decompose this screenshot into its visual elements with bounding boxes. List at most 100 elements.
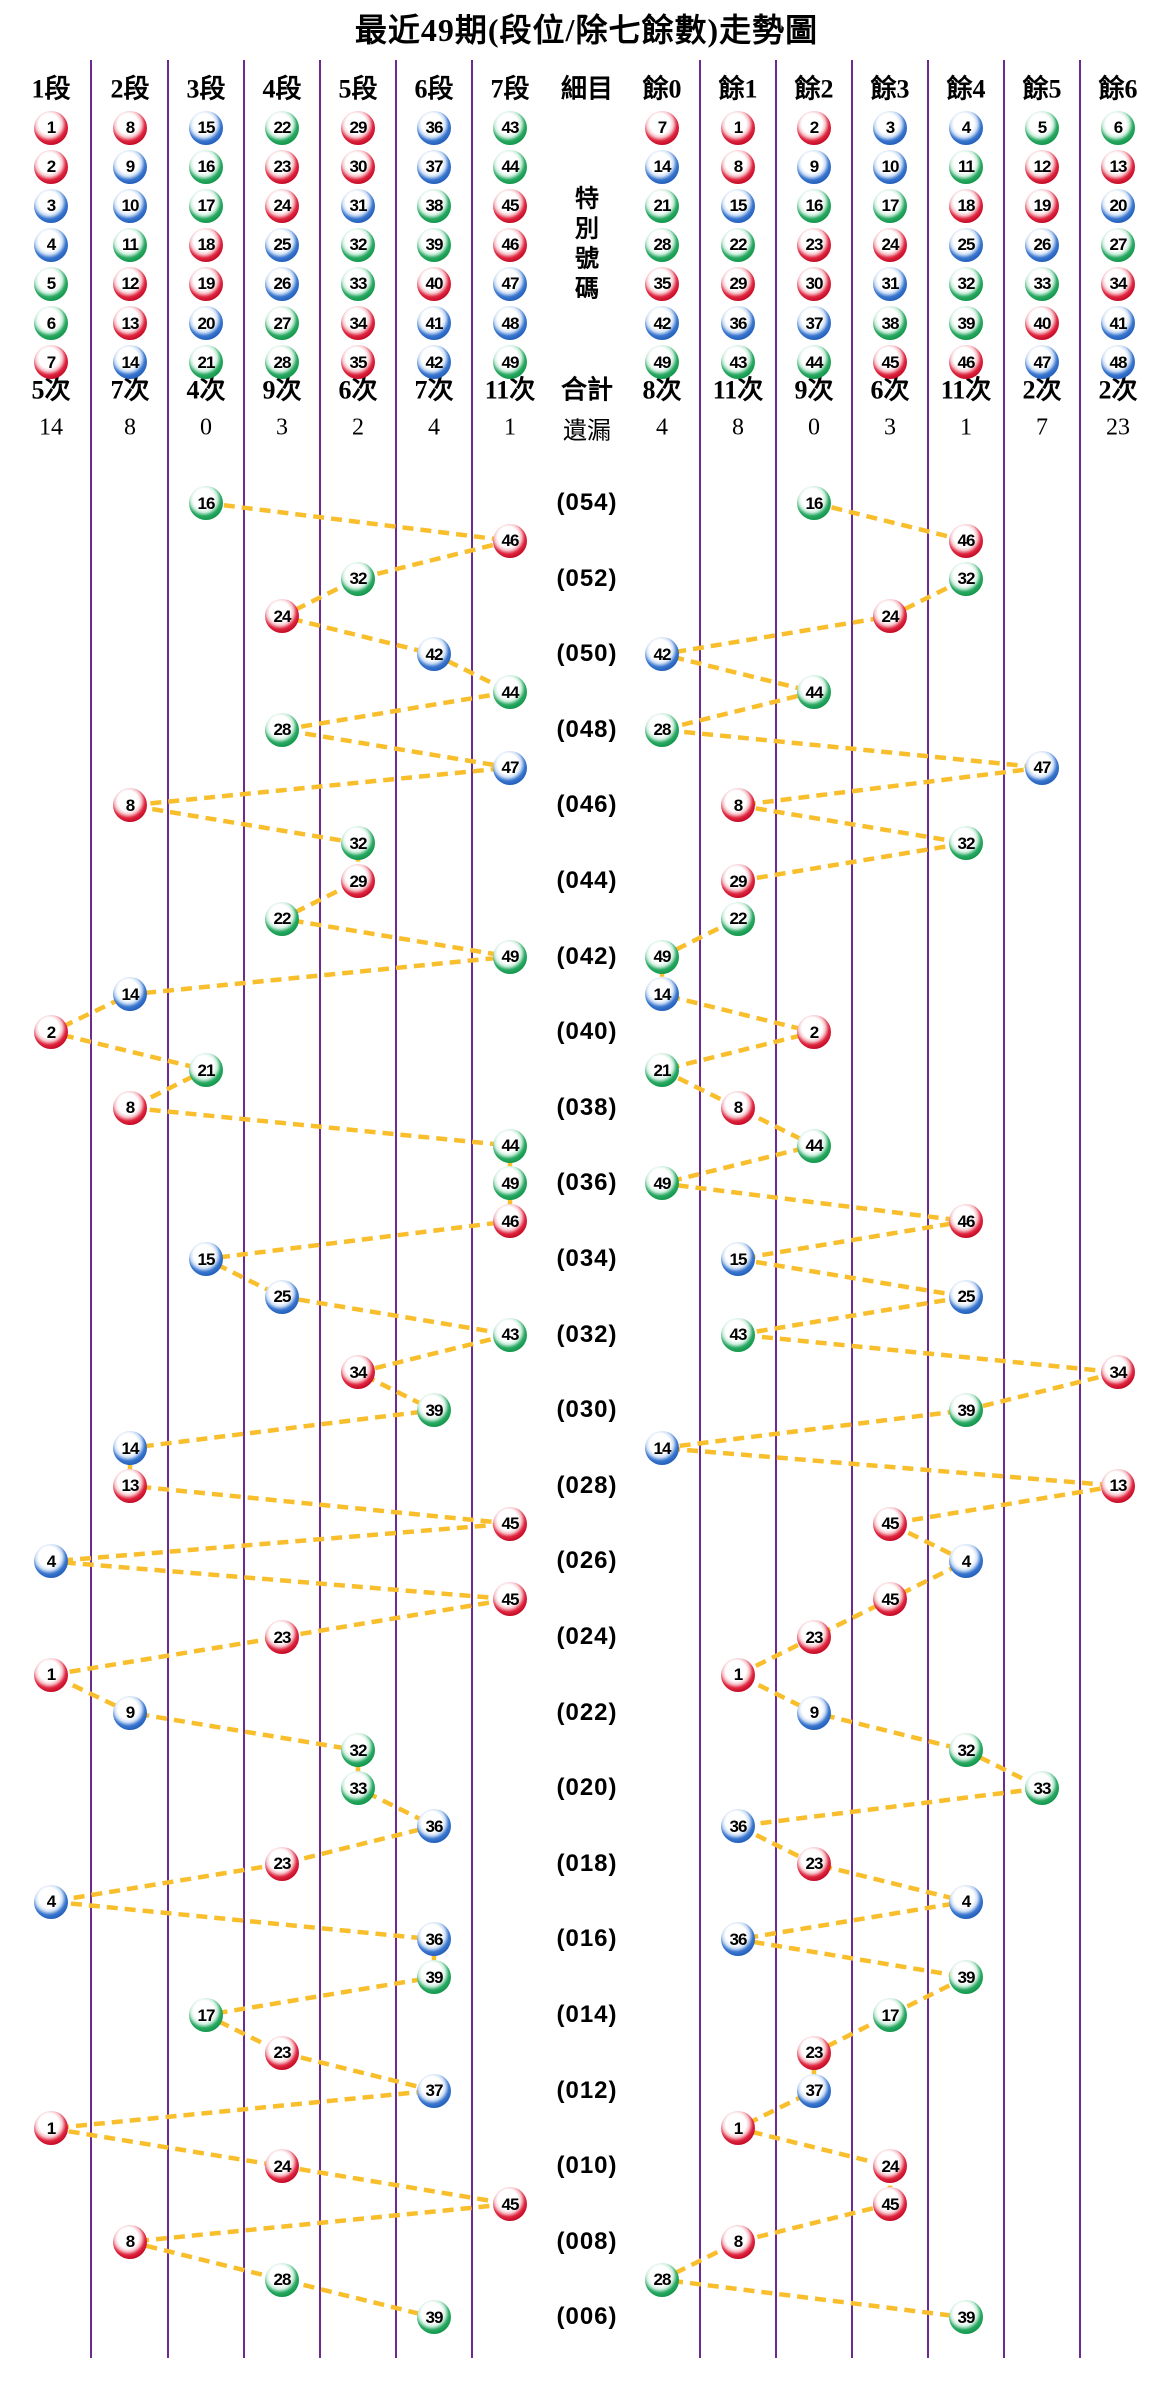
ball-number: 22	[729, 909, 748, 929]
miss-count-餘0: 4	[656, 414, 668, 441]
remainder-ball-45: 45	[873, 2187, 907, 2221]
ball-number: 8	[733, 157, 744, 177]
remainder-ball-49: 49	[645, 1166, 679, 1201]
remainder-ball-14: 14	[645, 1431, 679, 1465]
ball-number: 34	[349, 313, 368, 333]
header-ball-42: 42	[417, 345, 451, 380]
remainder-ball-16: 16	[797, 486, 831, 520]
hit-count-5段: 6次	[338, 375, 378, 405]
remainder-ball-46: 46	[949, 523, 983, 558]
period-label: (012)	[556, 2076, 618, 2104]
period-label: (054)	[556, 489, 618, 516]
remainder-ball-34: 34	[1101, 1355, 1135, 1390]
hit-count-餘0: 8次	[642, 375, 682, 405]
ball-number: 9	[125, 157, 136, 177]
segment-ball-4: 4	[34, 1544, 68, 1579]
header-ball-8: 8	[721, 149, 755, 184]
ball-number: 2	[46, 1022, 57, 1042]
hit-count-餘5: 2次	[1022, 375, 1062, 405]
hit-count-1段: 5次	[31, 375, 71, 405]
special-number-caption-char: 特	[575, 186, 599, 213]
ball-number: 39	[957, 313, 976, 333]
ball-number: 28	[273, 352, 292, 372]
header-ball-25: 25	[265, 227, 299, 262]
page-title: 最近49期(段位/除七餘數)走勢圖	[354, 12, 819, 48]
header-ball-39: 39	[417, 227, 451, 262]
column-header-1段: 1段	[31, 74, 71, 104]
ball-number: 4	[961, 1551, 972, 1571]
header-ball-38: 38	[417, 188, 451, 223]
remainder-ball-4: 4	[949, 1544, 983, 1579]
ball-number: 39	[425, 2307, 444, 2327]
remainder-ball-33: 33	[1025, 1771, 1059, 1806]
ball-number: 30	[805, 274, 824, 294]
period-label: (050)	[556, 640, 618, 668]
ball-number: 19	[1033, 196, 1052, 216]
period-label: (034)	[556, 1245, 618, 1272]
ball-number: 34	[1109, 1362, 1128, 1382]
remainder-ball-8: 8	[721, 1090, 755, 1125]
remainder-ball-28: 28	[645, 712, 679, 747]
ball-number: 46	[501, 531, 520, 551]
ball-number: 45	[501, 2194, 520, 2214]
ball-number: 32	[349, 569, 368, 589]
header-ball-23: 23	[797, 227, 831, 262]
ball-number: 38	[425, 196, 444, 216]
header-ball-16: 16	[797, 188, 831, 223]
ball-number: 23	[805, 2043, 824, 2063]
segment-ball-37: 37	[417, 2073, 451, 2108]
ball-number: 43	[501, 1325, 520, 1345]
ball-number: 48	[501, 313, 520, 333]
header-ball-47: 47	[1025, 345, 1059, 380]
period-label: (038)	[556, 1093, 618, 1121]
ball-number: 12	[1033, 157, 1052, 177]
ball-number: 29	[349, 118, 368, 137]
grid-line	[167, 60, 169, 2358]
header-ball-18: 18	[949, 188, 983, 223]
remainder-ball-28: 28	[645, 2262, 679, 2297]
segment-ball-34: 34	[341, 1355, 375, 1390]
header-ball-30: 30	[797, 266, 831, 301]
ball-number: 38	[881, 313, 900, 333]
header-ball-11: 11	[949, 149, 983, 184]
segment-ball-22: 22	[265, 901, 299, 936]
ball-number: 31	[349, 196, 368, 216]
period-label: (016)	[556, 1925, 618, 1953]
segment-ball-45: 45	[493, 1506, 527, 1541]
ball-number: 1	[733, 1665, 744, 1685]
ball-number: 16	[805, 196, 824, 216]
ball-number: 24	[881, 2156, 900, 2176]
period-label: (026)	[556, 1547, 618, 1575]
header-ball-44: 44	[493, 149, 527, 184]
segment-ball-16: 16	[189, 486, 223, 520]
ball-number: 2	[46, 157, 57, 177]
segment-ball-8: 8	[113, 2224, 147, 2259]
period-label: (024)	[556, 1623, 618, 1650]
ball-number: 9	[125, 1703, 136, 1723]
header-ball-1: 1	[721, 110, 755, 145]
ball-number: 2	[809, 1022, 820, 1042]
hit-count-餘4: 11次	[940, 375, 992, 405]
ball-number: 23	[273, 2043, 292, 2063]
column-header-2段: 2段	[110, 74, 150, 104]
ball-number: 8	[125, 2232, 136, 2252]
remainder-ball-23: 23	[797, 1846, 831, 1881]
ball-number: 23	[805, 1854, 824, 1874]
ball-number: 39	[957, 1967, 976, 1987]
remainder-ball-21: 21	[645, 1053, 679, 1087]
segment-ball-49: 49	[493, 1166, 527, 1201]
remainder-ball-8: 8	[721, 2224, 755, 2259]
remainder-ball-49: 49	[645, 939, 679, 974]
ball-number: 36	[729, 1929, 748, 1949]
period-label: (008)	[556, 2227, 618, 2255]
header-ball-6: 6	[34, 306, 68, 340]
period-label: (044)	[556, 867, 618, 894]
ball-number: 3	[885, 118, 896, 137]
segment-ball-45: 45	[493, 2187, 527, 2221]
header-ball-42: 42	[645, 306, 679, 340]
header-ball-24: 24	[873, 227, 907, 262]
period-label: (052)	[556, 564, 618, 592]
header-ball-46: 46	[493, 227, 527, 262]
ball-number: 24	[273, 606, 292, 626]
segment-ball-1: 1	[34, 2111, 68, 2146]
